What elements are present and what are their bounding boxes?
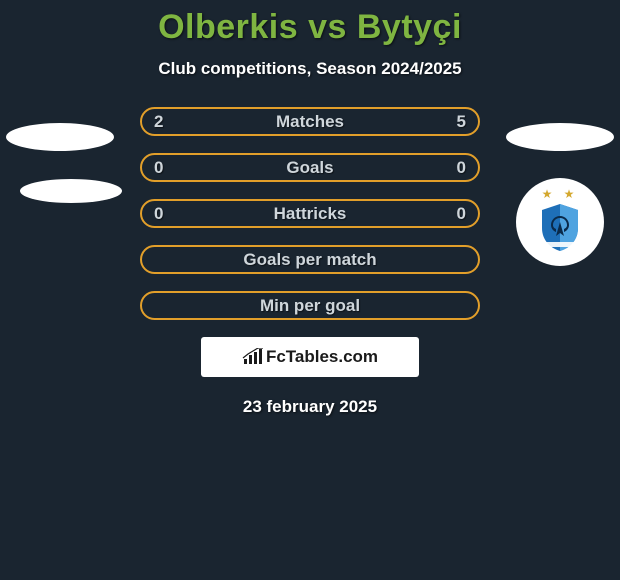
stat-bar-min-per-goal: Min per goal (140, 291, 480, 320)
page-title: Olberkis vs Bytyçi (0, 8, 620, 47)
stat-right-value: 0 (457, 158, 466, 178)
stat-label: Hattricks (274, 204, 347, 224)
stat-label: Goals (286, 158, 333, 178)
date-text: 23 february 2025 (0, 397, 620, 417)
stat-row: 2 Matches 5 (0, 107, 620, 136)
page-subtitle: Club competitions, Season 2024/2025 (0, 59, 620, 79)
stat-label: Min per goal (260, 296, 360, 316)
stat-bar-matches: 2 Matches 5 (140, 107, 480, 136)
stat-bar-hattricks: 0 Hattricks 0 (140, 199, 480, 228)
attribution-badge: FcTables.com (201, 337, 419, 377)
stat-right-value: 5 (457, 112, 466, 132)
stat-row: Min per goal (0, 291, 620, 320)
comparison-card: Olberkis vs Bytyçi Club competitions, Se… (0, 0, 620, 450)
stat-row: 0 Goals 0 (0, 153, 620, 182)
chart-icon (242, 348, 264, 366)
stat-right-value: 0 (457, 204, 466, 224)
stat-bar-goals-per-match: Goals per match (140, 245, 480, 274)
stat-row: 0 Hattricks 0 (0, 199, 620, 228)
stats-list: 2 Matches 5 0 Goals 0 0 Hattricks 0 Goal… (0, 107, 620, 320)
stat-left-value: 0 (154, 158, 163, 178)
stat-label: Goals per match (243, 250, 376, 270)
stat-label: Matches (276, 112, 344, 132)
stat-left-value: 2 (154, 112, 163, 132)
stat-left-value: 0 (154, 204, 163, 224)
stat-bar-goals: 0 Goals 0 (140, 153, 480, 182)
stat-row: Goals per match (0, 245, 620, 274)
attribution-text: FcTables.com (266, 347, 378, 367)
